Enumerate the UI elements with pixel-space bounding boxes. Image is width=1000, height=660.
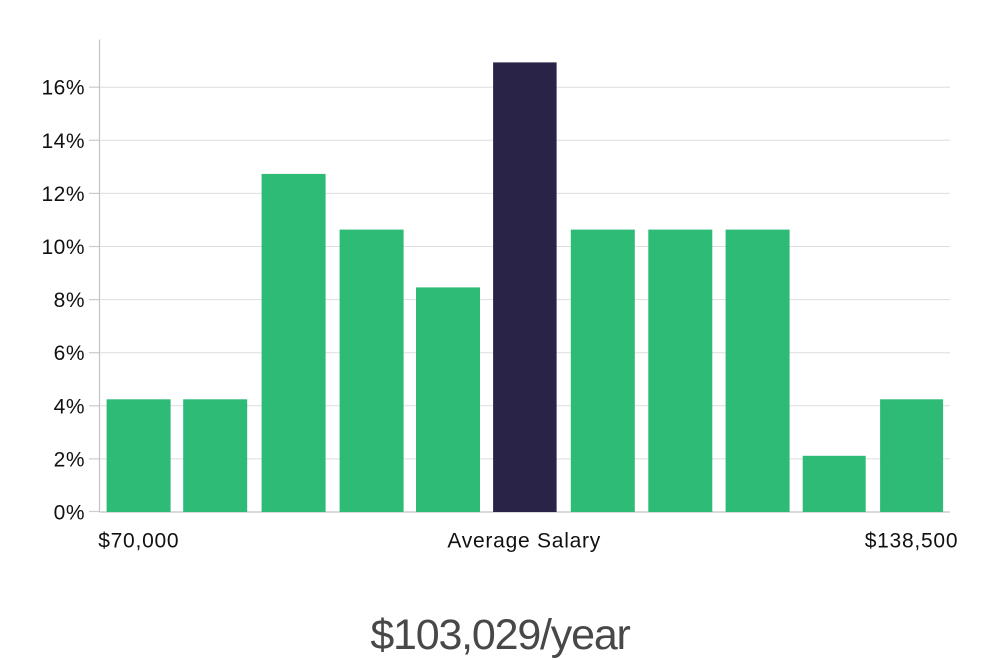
- svg-text:Average Salary: Average Salary: [447, 529, 601, 552]
- svg-text:16%: 16%: [41, 77, 85, 100]
- svg-text:14%: 14%: [41, 130, 85, 153]
- svg-text:$138,500: $138,500: [865, 529, 959, 552]
- svg-text:$103,029/year: $103,029/year: [370, 611, 630, 659]
- svg-text:4%: 4%: [54, 395, 85, 418]
- svg-text:$70,000: $70,000: [98, 529, 179, 552]
- svg-text:8%: 8%: [54, 289, 85, 312]
- svg-text:10%: 10%: [41, 236, 85, 259]
- svg-text:2%: 2%: [54, 448, 85, 471]
- svg-text:6%: 6%: [54, 342, 85, 365]
- svg-text:0%: 0%: [54, 502, 85, 525]
- svg-text:12%: 12%: [41, 183, 85, 206]
